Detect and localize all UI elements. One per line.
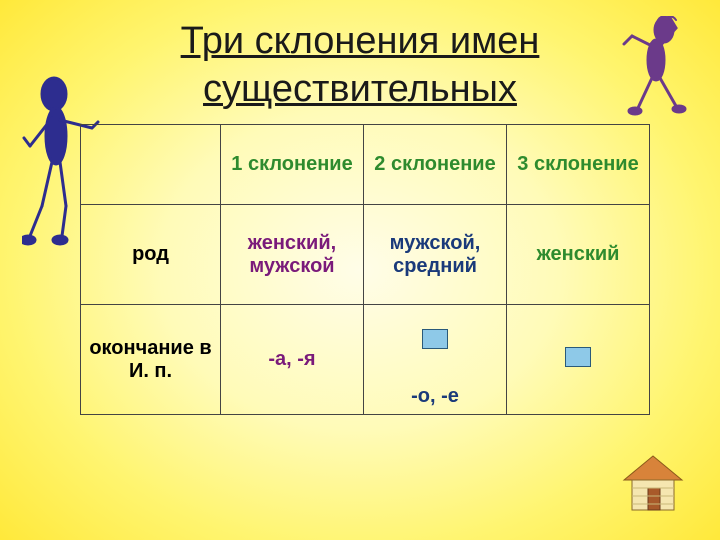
row2-col3 xyxy=(507,305,650,415)
row2-col1: -а, -я xyxy=(221,305,364,415)
declension-table: 1 склонение 2 склонение 3 склонение род … xyxy=(80,124,650,415)
home-icon[interactable] xyxy=(618,452,688,514)
placeholder-box-icon xyxy=(422,329,448,349)
title-line-1: Три склонения имен xyxy=(181,20,540,62)
table-row: окончание в И. п. -а, -я -о, -е xyxy=(81,305,650,415)
row2-col2: -о, -е xyxy=(364,305,507,415)
header-col3: 3 склонение xyxy=(507,125,650,205)
row2-label: окончание в И. п. xyxy=(81,305,221,415)
figure-right-icon xyxy=(620,16,692,116)
header-col1: 1 склонение xyxy=(221,125,364,205)
header-empty xyxy=(81,125,221,205)
placeholder-box-icon xyxy=(565,347,591,367)
row1-label: род xyxy=(81,205,221,305)
title-line-2: существительных xyxy=(203,68,517,110)
table-row: род женский, мужской мужской, средний же… xyxy=(81,205,650,305)
row2-col2-text: -о, -е xyxy=(364,385,506,408)
header-col2: 2 склонение xyxy=(364,125,507,205)
row1-col3: женский xyxy=(507,205,650,305)
page-title: Три склонения имен существительных xyxy=(0,0,720,113)
table-header-row: 1 склонение 2 склонение 3 склонение xyxy=(81,125,650,205)
row1-col1: женский, мужской xyxy=(221,205,364,305)
row1-col2: мужской, средний xyxy=(364,205,507,305)
